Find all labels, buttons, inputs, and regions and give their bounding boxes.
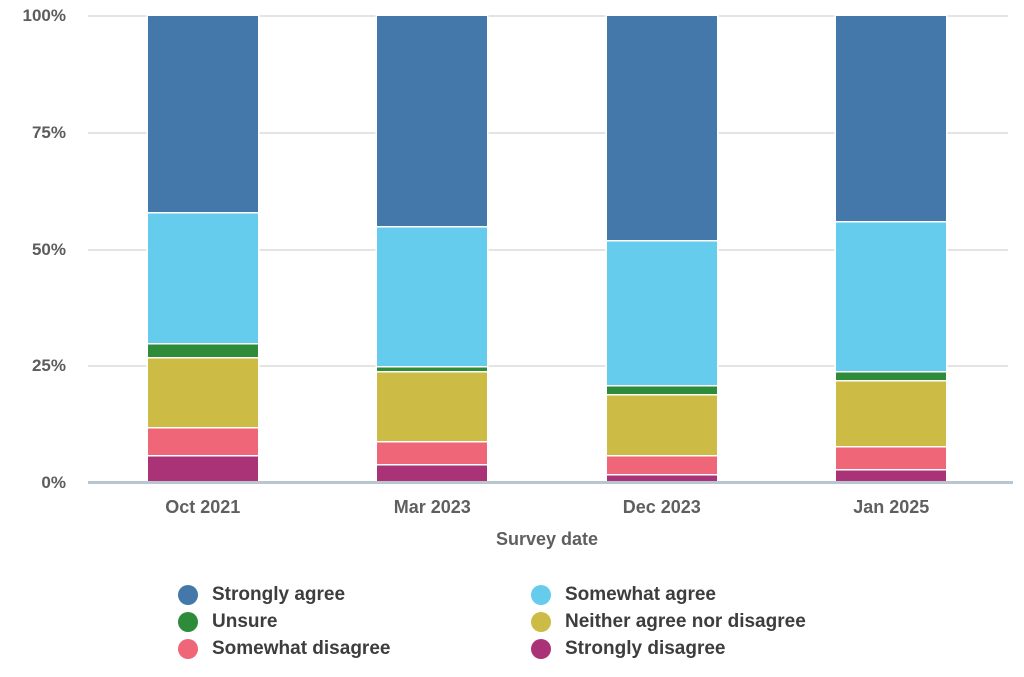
segment-neither-agree-nor-disagree-oct-2021 <box>147 356 258 427</box>
segment-unsure-mar-2023 <box>377 366 488 371</box>
y-axis-tick-label-0: 0% <box>41 473 66 492</box>
segment-somewhat-agree-oct-2021 <box>147 212 258 343</box>
segment-strongly-disagree-dec-2023 <box>606 473 717 483</box>
plot-area <box>88 15 1013 484</box>
segment-neither-agree-nor-disagree-mar-2023 <box>377 370 488 441</box>
legend-swatch-somewhat-disagree-icon <box>178 639 198 659</box>
segment-somewhat-disagree-dec-2023 <box>606 455 717 474</box>
segment-strongly-disagree-oct-2021 <box>147 454 258 483</box>
x-axis-tick-label-mar-2023: Mar 2023 <box>393 497 471 517</box>
legend-swatch-unsure-icon <box>178 612 198 632</box>
legend-swatch-neither-agree-nor-disagree-icon <box>531 612 551 632</box>
gridline-25 <box>88 365 1008 368</box>
segment-strongly-agree-dec-2023 <box>606 16 717 241</box>
segment-somewhat-disagree-mar-2023 <box>377 440 488 465</box>
legend-label-somewhat-agree: Somewhat agree <box>565 584 716 605</box>
segment-neither-agree-nor-disagree-jan-2025 <box>836 380 947 446</box>
y-axis-tick-label-75: 75% <box>31 122 66 142</box>
segment-somewhat-agree-dec-2023 <box>606 240 717 385</box>
x-axis-tick-label-oct-2021: Oct 2021 <box>165 497 241 517</box>
segment-strongly-agree-jan-2025 <box>836 16 947 222</box>
legend-item-strongly-agree: Strongly agree <box>178 584 345 606</box>
segment-somewhat-disagree-jan-2025 <box>836 445 947 469</box>
x-axis-line <box>88 481 1013 484</box>
legend-item-neither-agree-nor-disagree: Neither agree nor disagree <box>531 611 806 633</box>
segment-strongly-agree-oct-2021 <box>147 16 258 213</box>
legend-swatch-somewhat-agree-icon <box>531 585 551 605</box>
legend-swatch-strongly-disagree-icon <box>531 639 551 659</box>
legend-item-unsure: Unsure <box>178 611 277 633</box>
segment-unsure-oct-2021 <box>147 342 258 357</box>
legend-label-neither-agree-nor-disagree: Neither agree nor disagree <box>565 611 806 632</box>
segment-somewhat-agree-jan-2025 <box>836 221 947 371</box>
x-axis-tick-label-jan-2025: Jan 2025 <box>853 497 930 517</box>
segment-strongly-agree-mar-2023 <box>377 16 488 227</box>
legend-item-somewhat-disagree: Somewhat disagree <box>178 638 390 660</box>
legend-label-somewhat-disagree: Somewhat disagree <box>212 638 391 659</box>
segment-unsure-dec-2023 <box>606 384 717 395</box>
segment-somewhat-agree-mar-2023 <box>377 226 488 367</box>
segment-somewhat-disagree-oct-2021 <box>147 426 258 455</box>
legend-swatch-strongly-agree-icon <box>178 585 198 605</box>
y-axis-tick-label-50: 50% <box>31 239 66 259</box>
segment-unsure-jan-2025 <box>836 370 947 381</box>
y-axis-tick-label-25: 25% <box>31 356 66 376</box>
gridline-75 <box>88 131 1008 134</box>
segment-strongly-disagree-mar-2023 <box>377 464 488 483</box>
segment-neither-agree-nor-disagree-dec-2023 <box>606 394 717 455</box>
gridline-50 <box>88 248 1008 251</box>
segment-strongly-disagree-jan-2025 <box>836 469 947 483</box>
legend-label-strongly-disagree: Strongly disagree <box>565 638 726 659</box>
legend-item-somewhat-agree: Somewhat agree <box>531 584 716 606</box>
gridline-100 <box>88 15 1008 17</box>
legend-label-unsure: Unsure <box>212 611 278 632</box>
legend-item-strongly-disagree: Strongly disagree <box>531 638 726 660</box>
y-axis-tick-label-100: 100% <box>22 6 66 25</box>
legend-label-strongly-agree: Strongly agree <box>212 584 346 605</box>
x-axis-title: Survey date <box>495 529 599 549</box>
x-axis-tick-label-dec-2023: Dec 2023 <box>622 497 701 517</box>
